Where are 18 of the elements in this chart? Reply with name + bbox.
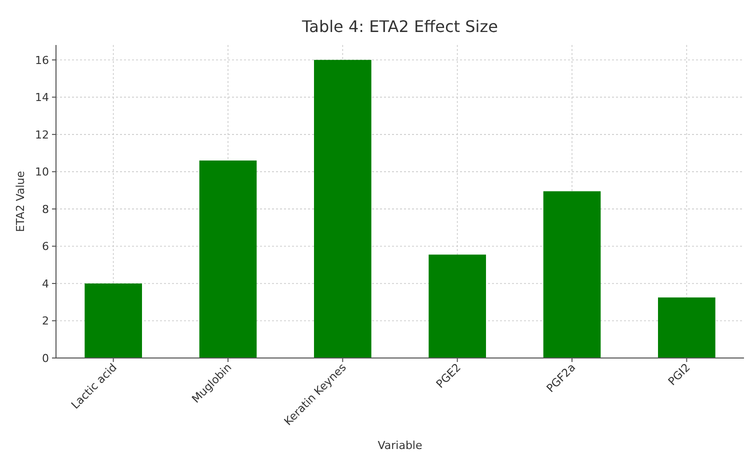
y-tick-label: 12	[35, 128, 49, 142]
y-tick-label: 6	[42, 240, 49, 254]
bar	[199, 160, 257, 358]
bar	[428, 254, 486, 358]
bar	[543, 191, 601, 358]
x-axis-title: Variable	[378, 439, 422, 452]
y-tick-label: 2	[42, 314, 49, 328]
bar	[658, 297, 716, 358]
y-tick-label: 4	[42, 277, 49, 290]
y-tick-label: 14	[35, 91, 49, 104]
y-tick-label: 0	[42, 352, 49, 365]
y-tick-label: 10	[35, 166, 49, 179]
bar	[314, 60, 372, 358]
chart-title: Table 4: ETA2 Effect Size	[301, 17, 498, 36]
y-axis-title: ETA2 Value	[14, 170, 27, 232]
y-tick-label: 16	[35, 54, 49, 67]
bar	[84, 283, 142, 358]
y-tick-label: 8	[42, 202, 49, 216]
